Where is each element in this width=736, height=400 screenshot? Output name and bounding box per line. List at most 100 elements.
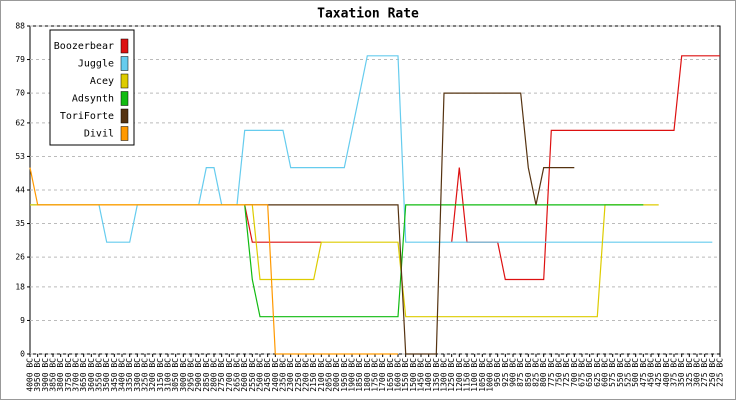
x-tick-label: 3200 BC [148, 358, 157, 392]
x-tick-label: 1050 BC [478, 358, 487, 392]
y-tick-label: 79 [15, 55, 25, 64]
x-tick-label: 675 BC [578, 358, 587, 387]
x-tick-label: 2350 BC [279, 358, 288, 392]
y-tick-label: 70 [15, 89, 25, 98]
x-tick-label: 500 BC [631, 358, 640, 387]
x-tick-label: 1400 BC [424, 358, 433, 392]
x-tick-label: 3500 BC [102, 358, 111, 392]
x-tick-label: 475 BC [639, 358, 648, 387]
x-tick-label: 3250 BC [141, 358, 150, 392]
x-tick-label: 2800 BC [210, 358, 219, 392]
legend-label: Boozerbear [54, 41, 114, 52]
x-tick-label: 275 BC [700, 358, 709, 387]
x-tick-label: 300 BC [693, 358, 702, 387]
x-tick-label: 3850 BC [49, 358, 58, 392]
x-tick-label: 3000 BC [179, 358, 188, 392]
x-tick-label: 2650 BC [233, 358, 242, 392]
x-tick-label: 3900 BC [41, 358, 50, 392]
x-tick-label: 400 BC [662, 358, 671, 387]
x-tick-label: 800 BC [539, 358, 548, 387]
y-tick-label: 26 [15, 253, 25, 262]
y-tick-label: 9 [20, 316, 25, 325]
x-tick-label: 2200 BC [302, 358, 311, 392]
x-tick-label: 1750 BC [371, 358, 380, 392]
x-tick-label: 1100 BC [470, 358, 479, 392]
x-tick-label: 1250 BC [447, 358, 456, 392]
x-tick-label: 3750 BC [64, 358, 73, 392]
legend-swatch [120, 91, 129, 106]
x-tick-label: 3800 BC [56, 358, 65, 392]
x-tick-label: 3350 BC [125, 358, 134, 392]
x-tick-label: 2750 BC [217, 358, 226, 392]
x-tick-label: 850 BC [524, 358, 533, 387]
x-tick-label: 4000 BC [26, 358, 35, 392]
x-tick-label: 1000 BC [486, 358, 495, 392]
x-tick-label: 1700 BC [378, 358, 387, 392]
chart-title: Taxation Rate [317, 7, 419, 22]
x-tick-label: 1150 BC [463, 358, 472, 392]
legend-label: Adsynth [72, 94, 114, 105]
x-tick-label: 2300 BC [286, 358, 295, 392]
x-tick-label: 875 BC [516, 358, 525, 387]
x-tick-label: 2950 BC [187, 358, 196, 392]
x-tick-label: 3400 BC [118, 358, 127, 392]
x-tick-label: 250 BC [708, 358, 717, 387]
x-tick-label: 3450 BC [110, 358, 119, 392]
legend-label: Juggle [78, 59, 114, 70]
x-tick-label: 225 BC [716, 358, 725, 387]
y-tick-label: 0 [20, 350, 25, 359]
legend-label: Acey [90, 76, 114, 87]
x-tick-label: 2700 BC [225, 358, 234, 392]
x-tick-label: 750 BC [555, 358, 564, 387]
series-line [244, 92, 575, 355]
legend-swatch [120, 56, 129, 71]
x-tick-label: 2850 BC [202, 358, 211, 392]
legend-box [49, 29, 135, 146]
x-tick-label: 1650 BC [386, 358, 395, 392]
x-tick-label: 2150 BC [309, 358, 318, 392]
y-tick-label: 18 [15, 282, 25, 291]
series-line [244, 204, 644, 318]
x-tick-label: 3650 BC [79, 358, 88, 392]
x-tick-label: 3700 BC [72, 358, 81, 392]
legend-label: ToriForte [60, 111, 114, 122]
legend-label: Divil [84, 129, 114, 140]
x-tick-label: 3050 BC [171, 358, 180, 392]
x-tick-label: 1950 BC [340, 358, 349, 392]
x-tick-label: 600 BC [601, 358, 610, 387]
x-tick-label: 900 BC [509, 358, 518, 387]
x-tick-label: 2600 BC [240, 358, 249, 392]
legend-swatch [120, 73, 129, 89]
x-tick-label: 625 BC [593, 358, 602, 387]
x-tick-label: 700 BC [570, 358, 579, 387]
x-tick-label: 2100 BC [317, 358, 326, 392]
x-tick-label: 950 BC [493, 358, 502, 387]
x-tick-label: 1350 BC [432, 358, 441, 392]
x-tick-label: 2550 BC [248, 358, 257, 392]
x-tick-label: 725 BC [562, 358, 571, 387]
x-tick-label: 1550 BC [401, 358, 410, 392]
x-tick-label: 1300 BC [440, 358, 449, 392]
x-tick-label: 2400 BC [271, 358, 280, 392]
x-tick-label: 1600 BC [394, 358, 403, 392]
x-tick-label: 425 BC [654, 358, 663, 387]
x-tick-label: 575 BC [608, 358, 617, 387]
x-tick-label: 1500 BC [409, 358, 418, 392]
x-tick-label: 1450 BC [417, 358, 426, 392]
legend-swatch [120, 108, 129, 124]
x-tick-label: 375 BC [670, 358, 679, 387]
x-tick-label: 325 BC [685, 358, 694, 387]
x-tick-label: 350 BC [677, 358, 686, 387]
x-tick-label: 3100 BC [164, 358, 173, 392]
y-tick-label: 62 [15, 118, 25, 127]
x-tick-label: 2450 BC [263, 358, 272, 392]
x-tick-label: 1850 BC [355, 358, 364, 392]
y-tick-label: 44 [15, 186, 25, 195]
x-tick-label: 2050 BC [325, 358, 334, 392]
x-tick-label: 1200 BC [455, 358, 464, 392]
x-tick-label: 650 BC [585, 358, 594, 387]
x-tick-label: 2250 BC [294, 358, 303, 392]
x-tick-label: 3550 BC [95, 358, 104, 392]
series-line [29, 167, 398, 355]
